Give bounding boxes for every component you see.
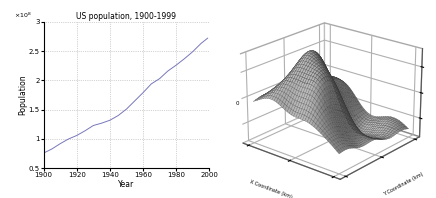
Text: 0: 0 xyxy=(236,101,240,106)
Y-axis label: Population: Population xyxy=(18,75,27,115)
Y-axis label: Y Coordinate (km): Y Coordinate (km) xyxy=(383,171,424,197)
Text: $\times 10^8$: $\times 10^8$ xyxy=(14,11,31,20)
Title: US population, 1900-1999: US population, 1900-1999 xyxy=(76,12,177,21)
X-axis label: X Coordinate (km): X Coordinate (km) xyxy=(249,179,293,198)
X-axis label: Year: Year xyxy=(118,180,135,189)
